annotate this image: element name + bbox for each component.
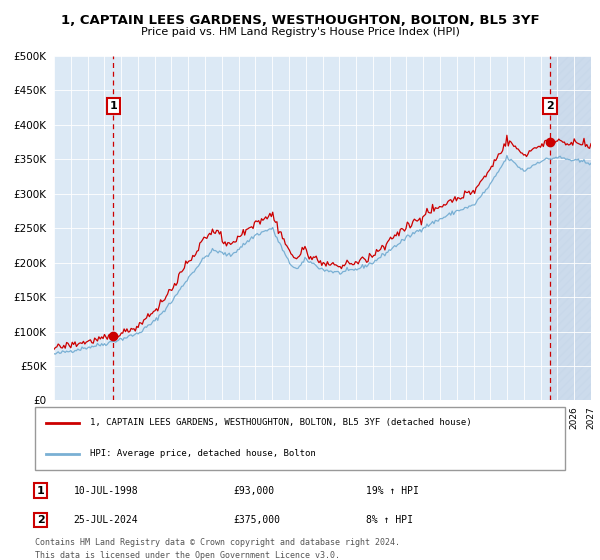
Text: 1, CAPTAIN LEES GARDENS, WESTHOUGHTON, BOLTON, BL5 3YF (detached house): 1, CAPTAIN LEES GARDENS, WESTHOUGHTON, B… <box>90 418 472 427</box>
Text: 2: 2 <box>37 515 44 525</box>
Text: 19% ↑ HPI: 19% ↑ HPI <box>366 486 419 496</box>
Text: 10-JUL-1998: 10-JUL-1998 <box>74 486 139 496</box>
Bar <box>550 56 591 400</box>
Text: Price paid vs. HM Land Registry's House Price Index (HPI): Price paid vs. HM Land Registry's House … <box>140 27 460 37</box>
Text: 1, CAPTAIN LEES GARDENS, WESTHOUGHTON, BOLTON, BL5 3YF: 1, CAPTAIN LEES GARDENS, WESTHOUGHTON, B… <box>61 14 539 27</box>
Text: 1: 1 <box>37 486 44 496</box>
Text: Contains HM Land Registry data © Crown copyright and database right 2024.: Contains HM Land Registry data © Crown c… <box>35 538 400 547</box>
Text: HPI: Average price, detached house, Bolton: HPI: Average price, detached house, Bolt… <box>90 449 316 458</box>
Text: £93,000: £93,000 <box>234 486 275 496</box>
Text: £375,000: £375,000 <box>234 515 281 525</box>
Text: This data is licensed under the Open Government Licence v3.0.: This data is licensed under the Open Gov… <box>35 551 340 560</box>
Text: 1: 1 <box>109 101 117 111</box>
Text: 25-JUL-2024: 25-JUL-2024 <box>74 515 139 525</box>
Text: 8% ↑ HPI: 8% ↑ HPI <box>366 515 413 525</box>
Text: 2: 2 <box>546 101 554 111</box>
FancyBboxPatch shape <box>35 407 565 470</box>
